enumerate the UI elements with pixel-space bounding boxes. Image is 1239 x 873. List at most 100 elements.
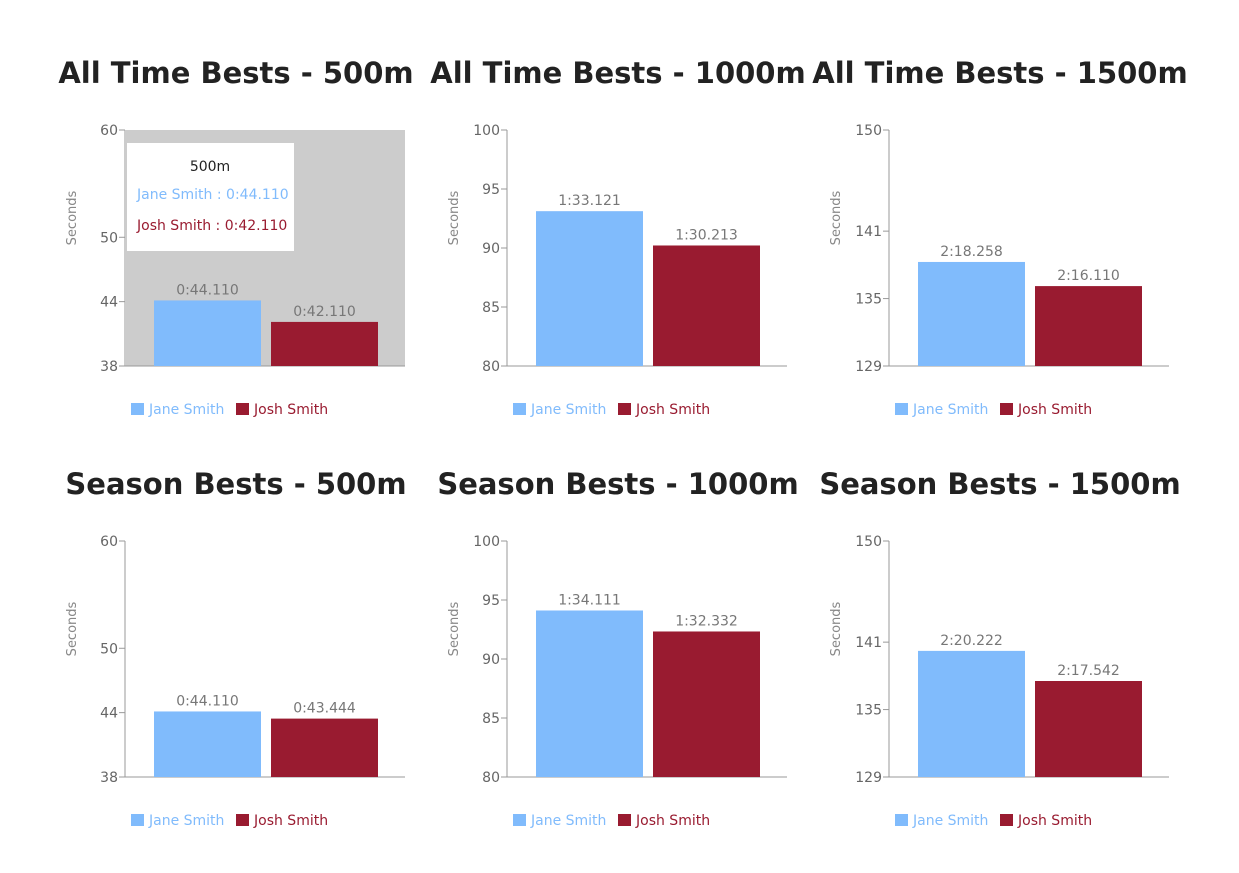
y-tick-label: 60 [100, 534, 118, 550]
y-tick-label: 38 [100, 770, 118, 786]
legend-label[interactable]: Jane Smith [148, 813, 224, 829]
bar-data-label: 1:34.111 [558, 592, 621, 608]
chart-svg: 38 44 50 60 Seconds 0:44.110 0:42.110 Jane Smit… [65, 123, 405, 418]
legend-label[interactable]: Jane Smith [530, 813, 606, 829]
bar-data-label: 0:42.110 [293, 304, 356, 320]
y-tick-label: 44 [100, 295, 118, 311]
chart-panel: All Time Bests - 500m 38 44 50 60 Seconds 0:44… [45, 52, 427, 462]
bar-data-label: 1:33.121 [558, 193, 621, 209]
chart-svg: 129 135 141 150 Seconds 2:18.258 2:16.110 Jane … [829, 123, 1169, 418]
y-tick-label: 150 [855, 123, 882, 139]
chart-svg: 129 135 141 150 Seconds 2:20.222 2:17.542 Jane … [829, 534, 1169, 829]
y-tick-label: 95 [482, 182, 500, 198]
tooltip-box [127, 143, 294, 251]
y-tick-label: 100 [473, 534, 500, 550]
legend-swatch [236, 403, 249, 415]
bar[interactable] [536, 211, 643, 366]
legend-swatch [131, 403, 144, 415]
legend-swatch [618, 814, 631, 826]
legend-swatch [895, 403, 908, 415]
y-axis-title: Seconds [447, 190, 462, 245]
legend-label[interactable]: Jane Smith [912, 813, 988, 829]
y-tick-label: 90 [482, 652, 500, 668]
bar-data-label: 0:44.110 [176, 693, 239, 709]
y-tick-label: 80 [482, 770, 500, 786]
legend-swatch [131, 814, 144, 826]
legend-swatch [895, 814, 908, 826]
y-axis-title: Seconds [447, 601, 462, 656]
legend-swatch [236, 814, 249, 826]
y-axis-title: Seconds [65, 190, 80, 245]
y-tick-label: 85 [482, 711, 500, 727]
bar[interactable] [1035, 286, 1142, 366]
bar[interactable] [271, 718, 378, 777]
y-tick-label: 50 [100, 230, 118, 246]
y-tick-label: 95 [482, 593, 500, 609]
chart-title: Season Bests - 1500m [819, 467, 1181, 501]
y-tick-label: 100 [473, 123, 500, 139]
chart-svg: 38 44 50 60 Seconds 0:44.110 0:43.444 Jane Smit… [65, 534, 405, 829]
bar[interactable] [271, 321, 378, 366]
y-axis-title: Seconds [829, 190, 844, 245]
bar-data-label: 2:16.110 [1057, 268, 1120, 284]
chart-panel: Season Bests - 500m 38 44 50 60 Seconds 0:44.1… [45, 463, 427, 873]
legend-label[interactable]: Josh Smith [1017, 402, 1092, 418]
tooltip: 500m Jane Smith : 0:44.110 Josh Smith : 0:… [127, 143, 294, 251]
chart-panel: All Time Bests - 1000m 80 85 90 95 100 Seconds… [427, 52, 809, 462]
y-tick-label: 85 [482, 300, 500, 316]
y-tick-label: 141 [855, 635, 882, 651]
legend-swatch [1000, 403, 1013, 415]
y-axis-title: Seconds [829, 601, 844, 656]
tooltip-line: Jane Smith : 0:44.110 [136, 187, 289, 203]
bar-data-label: 0:43.444 [293, 701, 356, 717]
y-tick-label: 38 [100, 359, 118, 375]
chart-title: All Time Bests - 500m [58, 56, 414, 90]
legend-label[interactable]: Jane Smith [148, 402, 224, 418]
chart-svg: 80 85 90 95 100 Seconds 1:34.111 1:32.332 Jane S… [447, 534, 787, 829]
bar-data-label: 2:20.222 [940, 633, 1003, 649]
y-tick-label: 129 [855, 770, 882, 786]
legend-label[interactable]: Jane Smith [530, 402, 606, 418]
y-tick-label: 80 [482, 359, 500, 375]
y-tick-label: 90 [482, 241, 500, 257]
y-tick-label: 60 [100, 123, 118, 139]
legend-swatch [513, 814, 526, 826]
legend-label[interactable]: Josh Smith [635, 402, 710, 418]
bar[interactable] [1035, 681, 1142, 777]
y-tick-label: 135 [855, 703, 882, 719]
bar[interactable] [918, 650, 1025, 777]
tooltip-line: Josh Smith : 0:42.110 [136, 218, 287, 234]
bar[interactable] [653, 631, 760, 777]
y-tick-label: 44 [100, 706, 118, 722]
chart-title: Season Bests - 1000m [437, 467, 799, 501]
bar-data-label: 0:44.110 [176, 282, 239, 298]
legend-label[interactable]: Jane Smith [912, 402, 988, 418]
chart-panel: All Time Bests - 1500m 129 135 141 150 Second… [809, 52, 1191, 462]
chart-title: Season Bests - 500m [65, 467, 407, 501]
y-axis-title: Seconds [65, 601, 80, 656]
bar-data-label: 2:18.258 [940, 244, 1003, 260]
bar[interactable] [536, 610, 643, 777]
bar[interactable] [653, 245, 760, 366]
bar[interactable] [154, 711, 261, 777]
bar[interactable] [154, 300, 261, 366]
chart-svg: 80 85 90 95 100 Seconds 1:33.121 1:30.213 Jane S… [447, 123, 787, 418]
legend-label[interactable]: Josh Smith [253, 402, 328, 418]
bar[interactable] [918, 261, 1025, 366]
chart-title: All Time Bests - 1500m [812, 56, 1188, 90]
y-tick-label: 50 [100, 641, 118, 657]
legend-label[interactable]: Josh Smith [253, 813, 328, 829]
bar-data-label: 2:17.542 [1057, 663, 1120, 679]
chart-panel: Season Bests - 1500m 129 135 141 150 Seconds 2… [809, 463, 1191, 873]
legend-label[interactable]: Josh Smith [1017, 813, 1092, 829]
chart-panel: Season Bests - 1000m 80 85 90 95 100 Seconds 1:… [427, 463, 809, 873]
legend-swatch [618, 403, 631, 415]
y-tick-label: 150 [855, 534, 882, 550]
y-tick-label: 135 [855, 292, 882, 308]
y-tick-label: 129 [855, 359, 882, 375]
y-tick-label: 141 [855, 224, 882, 240]
bar-data-label: 1:30.213 [675, 227, 738, 243]
bar-data-label: 1:32.332 [675, 613, 738, 629]
tooltip-title: 500m [190, 159, 230, 175]
legend-label[interactable]: Josh Smith [635, 813, 710, 829]
